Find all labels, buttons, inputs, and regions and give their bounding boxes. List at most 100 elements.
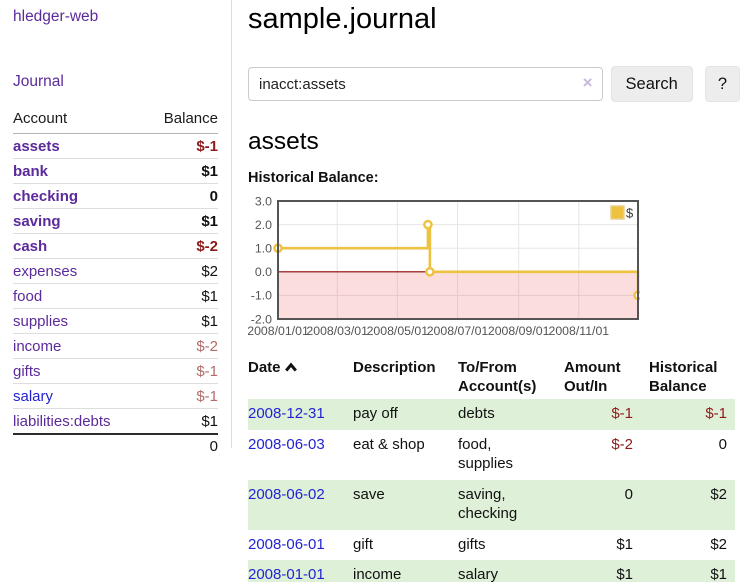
x-tick-label: 2008/05/01 [367, 324, 429, 338]
transaction-description: income [353, 566, 402, 582]
sidebar: hledger-web Journal Account Balance asse… [0, 0, 232, 455]
transaction-balance: $1 [710, 566, 727, 582]
transaction-balance: 0 [718, 435, 727, 453]
y-tick-label: 0.0 [255, 265, 272, 279]
account-row: income $-2 [13, 333, 218, 359]
x-tick-label: 2008/01/01 [248, 324, 309, 338]
nav-journal-link[interactable]: Journal [13, 73, 64, 90]
transaction-accounts: food, supplies [458, 435, 514, 473]
transaction-description: save [353, 485, 385, 503]
y-tick-label: -1.0 [251, 289, 272, 303]
account-link-income[interactable]: income [13, 338, 62, 355]
x-tick-label: 2008/09/01 [488, 324, 550, 338]
transaction-balance: $-1 [705, 405, 727, 423]
register-header-description: Description [353, 359, 436, 376]
account-row: food $1 [13, 283, 218, 309]
account-link-supplies[interactable]: supplies [13, 313, 69, 330]
account-link-assets[interactable]: assets [13, 138, 60, 155]
account-link-gifts[interactable]: gifts [13, 363, 41, 380]
chart-title: Historical Balance: [248, 170, 379, 186]
account-row: assets $-1 [13, 134, 218, 159]
register-header-amount: Amount Out/In [564, 359, 621, 396]
transaction-amount: $1 [616, 535, 633, 553]
x-tick-label: 2008/07/01 [427, 324, 489, 338]
account-link-cash[interactable]: cash [13, 238, 48, 255]
plot-border [277, 200, 639, 320]
accounts-total-spacer [13, 434, 145, 459]
y-tick-label: -2.0 [251, 312, 272, 326]
account-balance: $1 [201, 213, 218, 230]
search-form: × Search ? [248, 66, 740, 102]
register-row: 2008-01-01 income salary $1 $1 [248, 560, 735, 582]
register-header-date[interactable]: Date [248, 356, 345, 399]
account-balance: $-1 [196, 138, 218, 155]
account-link-bank[interactable]: bank [13, 163, 49, 180]
account-balance: 0 [209, 188, 218, 205]
y-tick-label: 2.0 [255, 218, 272, 232]
historical-balance-chart: $3.0 2.0 1.0 0.0 -1.0 -2.02008/01/012008/03/0… [248, 194, 640, 338]
transaction-accounts: debts [458, 405, 495, 423]
y-tick-label: 1.0 [255, 242, 272, 256]
transaction-accounts: saving, checking [458, 485, 518, 523]
transaction-balance: $2 [710, 535, 727, 553]
account-row: salary $-1 [13, 383, 218, 409]
x-tick-label: 2008/03/01 [306, 324, 368, 338]
accounts-header-row: Account Balance [13, 110, 218, 134]
register-row: 2008-06-01 gift gifts $1 $2 [248, 530, 735, 561]
legend-label: $ [626, 206, 634, 221]
transaction-date-link[interactable]: 2008-06-03 [248, 435, 325, 453]
accounts-header-account: Account [13, 110, 68, 127]
transaction-description: gift [353, 535, 374, 553]
transaction-accounts: gifts [458, 535, 486, 553]
account-link-expenses[interactable]: expenses [13, 263, 78, 280]
transaction-accounts: salary [458, 566, 499, 582]
search-button[interactable]: Search [610, 66, 693, 102]
register-table: Date Description To/From Account(s) Amou… [248, 356, 735, 582]
account-balance: $-1 [196, 388, 218, 405]
account-link-saving[interactable]: saving [13, 213, 61, 230]
register-row: 2008-06-02 save saving, checking 0 $2 [248, 479, 735, 530]
account-link-checking[interactable]: checking [13, 188, 79, 205]
x-tick-label: 2008/11/01 [549, 324, 610, 338]
register-header-accounts: To/From Account(s) [458, 359, 537, 396]
account-row: bank $1 [13, 158, 218, 184]
account-balance: $1 [201, 313, 218, 330]
transaction-amount: $-1 [611, 405, 633, 423]
register-header-row: Date Description To/From Account(s) Amou… [248, 356, 735, 399]
account-row: saving $1 [13, 208, 218, 234]
account-link-salary[interactable]: salary [13, 388, 54, 405]
legend-swatch-icon [610, 205, 625, 220]
account-row: gifts $-1 [13, 358, 218, 384]
y-tick-label: 3.0 [255, 194, 272, 208]
register-header-balance: Historical Balance [649, 359, 718, 396]
transaction-description: pay off [353, 405, 398, 423]
search-input[interactable] [248, 67, 603, 101]
data-point-marker [423, 219, 433, 230]
help-button[interactable]: ? [704, 66, 740, 102]
accounts-total-row: 0 [13, 434, 218, 459]
clear-search-icon[interactable]: × [582, 73, 593, 92]
account-balance: $-2 [196, 338, 218, 355]
transaction-amount: $-2 [611, 435, 633, 453]
account-link-liabilities-debts[interactable]: liabilities:debts [13, 413, 111, 430]
app-title-link[interactable]: hledger-web [13, 8, 99, 25]
search-box: × [248, 67, 603, 101]
transaction-date-link[interactable]: 2008-12-31 [248, 405, 325, 423]
accounts-table-body: assets $-1 bank $1 checking 0 saving $1 cash $-2 e… [13, 134, 218, 435]
account-row: cash $-2 [13, 233, 218, 259]
transaction-date-link[interactable]: 2008-06-01 [248, 535, 325, 553]
transaction-balance: $2 [710, 485, 727, 503]
transaction-description: eat & shop [353, 435, 425, 453]
register-table-body: 2008-12-31 pay off debts $-1 $-1 2008-06-03 ea… [248, 399, 735, 582]
register-row: 2008-06-03 eat & shop food, supplies $-2 0 [248, 430, 735, 480]
account-row: expenses $2 [13, 258, 218, 284]
account-link-food[interactable]: food [13, 288, 43, 305]
page-title: sample.journal [248, 3, 437, 35]
account-heading: assets [248, 128, 319, 155]
transaction-date-link[interactable]: 2008-06-02 [248, 485, 325, 503]
account-balance: $1 [201, 163, 218, 180]
transaction-date-link[interactable]: 2008-01-01 [248, 566, 325, 582]
register-header-date-label: Date [248, 359, 281, 376]
accounts-table: Account Balance assets $-1 bank $1 checking 0… [13, 110, 218, 459]
